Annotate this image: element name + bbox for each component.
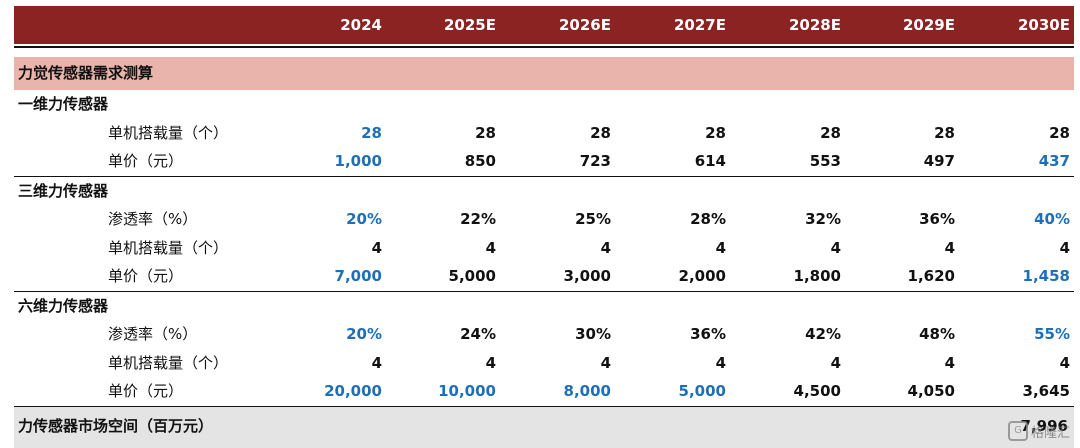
value-cell: 20,000 — [324, 382, 382, 400]
value-cell: 28 — [820, 123, 841, 142]
logo-icon: G — [1007, 421, 1028, 441]
value-cell: 4 — [944, 238, 955, 257]
value-cell: 42% — [805, 325, 841, 343]
year-header: 2028E — [789, 16, 841, 34]
value-cell: 55% — [1034, 325, 1070, 343]
row-label: 单机搭载量（个） — [108, 238, 229, 257]
value-cell: 4 — [1059, 353, 1070, 372]
row-label: 单价（元） — [108, 382, 184, 400]
group-title: 一维力传感器 — [18, 95, 109, 113]
value-cell: 40% — [1034, 210, 1070, 228]
value-cell: 28 — [1049, 123, 1070, 142]
group-row: 六维力传感器 — [14, 290, 1074, 321]
demand-table: 2024 2025E 2026E 2027E 2028E 2029E 2030E 力觉传感器… — [14, 6, 1074, 406]
value-cell: 2,000 — [678, 267, 726, 285]
row-label: 渗透率（%） — [108, 325, 198, 343]
value-cell: 22% — [460, 210, 496, 228]
table-body: 一维力传感器单机搭载量（个） 28 28 28 28 28 28 28 单价（元） 1,000 85… — [14, 90, 1074, 406]
value-cell: 28% — [690, 210, 726, 228]
table-row: 单价（元） 7,000 5,000 3,000 2,000 1,800 1,620 1,458 — [14, 262, 1074, 291]
value-cell: 28 — [934, 123, 955, 142]
value-cell: 1,000 — [334, 152, 382, 170]
section-title: 力觉传感器需求测算 — [18, 64, 154, 82]
value-cell: 553 — [809, 152, 841, 170]
value-cell: 3,000 — [563, 267, 611, 285]
value-cell: 24% — [460, 325, 496, 343]
value-cell: 4 — [371, 353, 382, 372]
value-cell: 4 — [715, 353, 726, 372]
section-title-bar: 力觉传感器需求测算 — [14, 57, 1074, 90]
year-header: 2026E — [559, 16, 611, 34]
value-cell: 4 — [485, 353, 496, 372]
total-value: 7,996 — [1020, 417, 1068, 435]
value-cell: 850 — [464, 152, 496, 170]
value-cell: 5,000 — [448, 267, 496, 285]
year-header: 2027E — [674, 16, 726, 34]
year-header: 2029E — [903, 16, 955, 34]
value-cell: 36% — [919, 210, 955, 228]
table-row: 渗透率（%） 20% 24% 30% 36% 42% 48% 55% — [14, 320, 1074, 349]
value-cell: 7,000 — [334, 267, 382, 285]
value-cell: 25% — [575, 210, 611, 228]
value-cell: 36% — [690, 325, 726, 343]
value-cell: 614 — [694, 152, 726, 170]
watermark: G 格隆汇 — [1007, 421, 1070, 441]
value-cell: 4 — [1059, 238, 1070, 257]
value-cell: 4,500 — [793, 382, 841, 400]
value-cell: 8,000 — [563, 382, 611, 400]
value-cell: 4 — [485, 238, 496, 257]
row-label: 单价（元） — [108, 152, 184, 170]
value-cell: 437 — [1038, 152, 1070, 170]
row-label: 单机搭载量（个） — [108, 123, 229, 142]
value-cell: 497 — [923, 152, 955, 170]
value-cell: 1,800 — [793, 267, 841, 285]
value-cell: 1,620 — [907, 267, 955, 285]
total-row: 力传感器市场空间（百万元） 7,996 — [14, 406, 1074, 448]
year-header: 2030E — [1018, 16, 1070, 34]
table-row: 单价（元） 1,000 850 723 614 553 497 437 — [14, 147, 1074, 176]
value-cell: 28 — [475, 123, 496, 142]
table-row: 单机搭载量（个） 4 4 4 4 4 4 4 — [14, 349, 1074, 378]
value-cell: 4 — [371, 238, 382, 257]
header-divider — [14, 46, 1074, 48]
row-label: 单机搭载量（个） — [108, 353, 229, 372]
table-header: 2024 2025E 2026E 2027E 2028E 2029E 2030E — [14, 6, 1074, 44]
value-cell: 3,645 — [1022, 382, 1070, 400]
value-cell: 4 — [600, 353, 611, 372]
value-cell: 20% — [346, 325, 382, 343]
value-cell: 4,050 — [907, 382, 955, 400]
value-cell: 30% — [575, 325, 611, 343]
total-label: 力传感器市场空间（百万元） — [18, 417, 214, 435]
value-cell: 32% — [805, 210, 841, 228]
watermark-text: 格隆汇 — [1030, 425, 1070, 441]
value-cell: 5,000 — [678, 382, 726, 400]
group-row: 三维力传感器 — [14, 175, 1074, 206]
table-row: 单价（元） 20,000 10,000 8,000 5,000 4,500 4,050 3,6… — [14, 377, 1074, 406]
year-header: 2025E — [444, 16, 496, 34]
year-header: 2024 — [340, 16, 382, 34]
table-row: 单机搭载量（个） 28 28 28 28 28 28 28 — [14, 119, 1074, 148]
value-cell: 4 — [944, 353, 955, 372]
value-cell: 1,458 — [1022, 267, 1070, 285]
value-cell: 4 — [830, 353, 841, 372]
value-cell: 28 — [361, 123, 382, 142]
value-cell: 48% — [919, 325, 955, 343]
value-cell: 4 — [830, 238, 841, 257]
row-label: 单价（元） — [108, 267, 184, 285]
value-cell: 20% — [346, 210, 382, 228]
value-cell: 723 — [579, 152, 611, 170]
value-cell: 28 — [705, 123, 726, 142]
value-cell: 10,000 — [438, 382, 496, 400]
value-cell: 4 — [600, 238, 611, 257]
group-title: 三维力传感器 — [18, 181, 109, 200]
table-row: 单机搭载量（个） 4 4 4 4 4 4 4 — [14, 234, 1074, 263]
value-cell: 28 — [590, 123, 611, 142]
value-cell: 4 — [715, 238, 726, 257]
group-row: 一维力传感器 — [14, 90, 1074, 119]
table-row: 渗透率（%） 20% 22% 25% 28% 32% 36% 40% — [14, 205, 1074, 234]
group-title: 六维力传感器 — [18, 296, 109, 315]
row-label: 渗透率（%） — [108, 210, 198, 228]
